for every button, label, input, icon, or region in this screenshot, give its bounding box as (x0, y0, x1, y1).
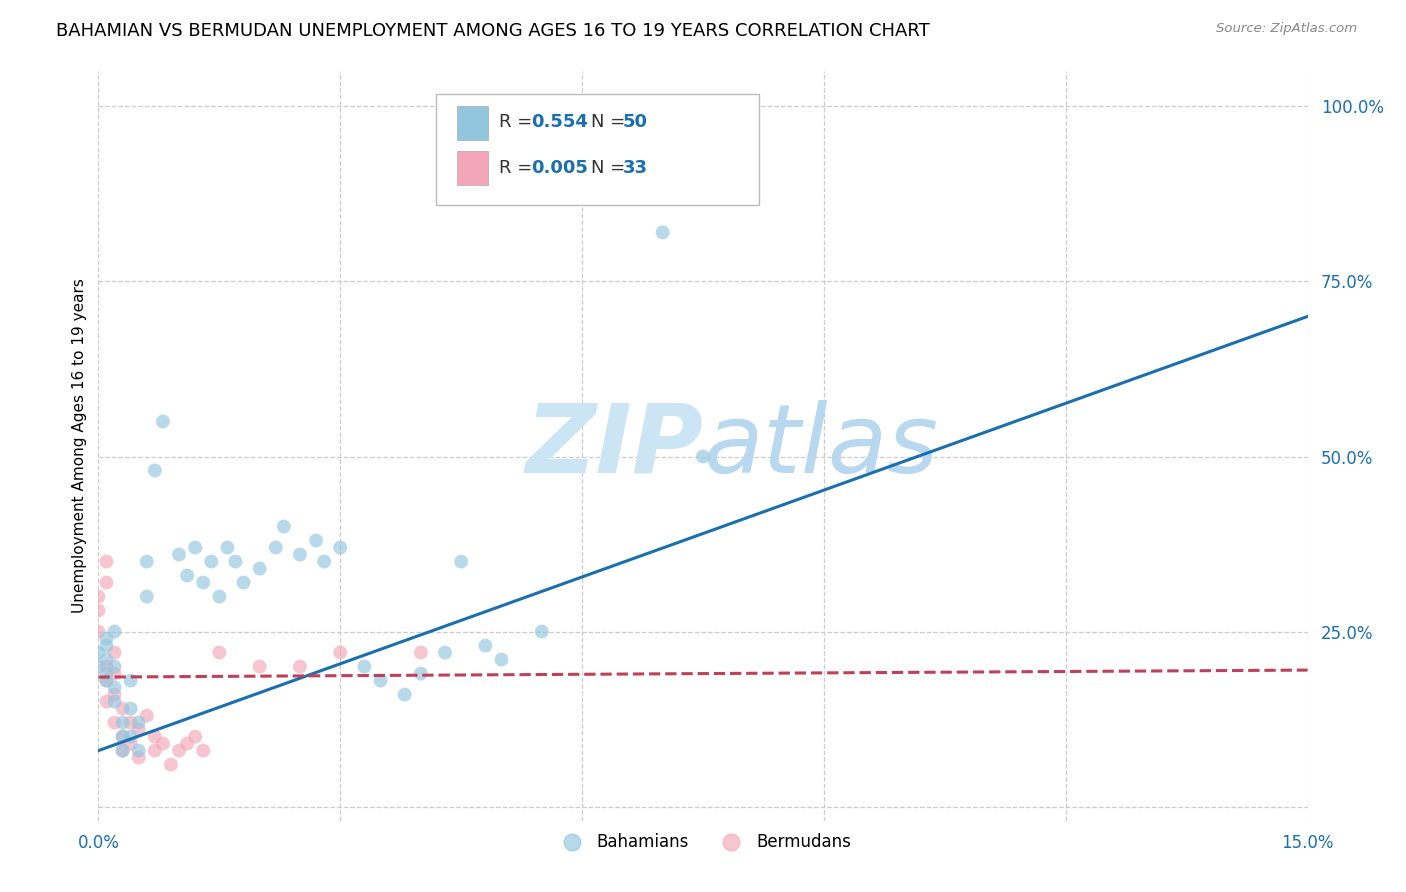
Point (103, 715, 125, 730)
Point (249, 561, 271, 575)
Point (353, 659, 375, 673)
Point (96, 695, 118, 709)
Point (167, 743, 190, 757)
Point (249, 659, 271, 673)
Text: BAHAMIAN VS BERMUDAN UNEMPLOYMENT AMONG AGES 16 TO 19 YEARS CORRELATION CHART: BAHAMIAN VS BERMUDAN UNEMPLOYMENT AMONG … (56, 22, 929, 40)
Point (167, 548, 190, 562)
Point (103, 659, 125, 673)
Point (128, 723, 150, 737)
Point (491, 652, 513, 666)
Point (120, 701, 142, 715)
Y-axis label: Unemployment Among Ages 16 to 19 years: Unemployment Among Ages 16 to 19 years (72, 278, 87, 614)
Point (96, 673, 118, 688)
Point (111, 715, 134, 730)
Point (87, 659, 110, 673)
Point (103, 646, 125, 660)
Point (288, 548, 311, 562)
Point (128, 743, 150, 757)
Text: 33: 33 (623, 159, 648, 177)
Point (96, 639, 118, 653)
Point (692, 450, 714, 464)
Text: Source: ZipAtlas.com: Source: ZipAtlas.com (1216, 22, 1357, 36)
Point (152, 415, 174, 429)
Point (120, 730, 142, 744)
Point (135, 555, 157, 569)
Point (193, 575, 215, 590)
Point (120, 737, 142, 751)
Point (87, 624, 110, 639)
Point (329, 646, 352, 660)
Point (96, 666, 118, 681)
Text: 0.554: 0.554 (531, 113, 588, 131)
Point (120, 715, 142, 730)
Point (135, 708, 157, 723)
Point (96, 652, 118, 666)
Point (176, 737, 198, 751)
Point (103, 688, 125, 702)
Point (111, 743, 134, 757)
Point (184, 730, 207, 744)
Point (474, 639, 496, 653)
Point (370, 673, 392, 688)
Point (288, 659, 311, 673)
Point (305, 533, 328, 548)
Point (143, 730, 166, 744)
Text: N =: N = (591, 159, 630, 177)
Point (87, 646, 110, 660)
Text: R =: R = (499, 159, 538, 177)
Point (128, 715, 150, 730)
Point (409, 666, 432, 681)
Point (329, 541, 352, 555)
Text: 0.005: 0.005 (531, 159, 588, 177)
Text: N =: N = (591, 113, 630, 131)
Point (87, 590, 110, 604)
Point (103, 681, 125, 695)
Point (96, 632, 118, 646)
Point (111, 730, 134, 744)
Point (111, 730, 134, 744)
Point (409, 646, 432, 660)
Text: R =: R = (499, 113, 538, 131)
Point (120, 673, 142, 688)
Point (224, 555, 246, 569)
Point (103, 695, 125, 709)
Text: 50: 50 (623, 113, 648, 131)
Point (111, 701, 134, 715)
Point (96, 673, 118, 688)
Point (103, 624, 125, 639)
Point (96, 575, 118, 590)
Point (111, 743, 134, 757)
Point (314, 555, 336, 569)
Point (135, 590, 157, 604)
Point (651, 226, 673, 240)
Point (96, 555, 118, 569)
Point (208, 590, 231, 604)
Point (128, 750, 150, 764)
Point (200, 555, 222, 569)
Point (434, 646, 457, 660)
Point (152, 737, 174, 751)
Point (143, 463, 166, 477)
Point (530, 624, 553, 639)
Point (160, 757, 183, 772)
Point (193, 743, 215, 757)
Point (103, 666, 125, 681)
Point (273, 519, 295, 533)
Point (184, 541, 207, 555)
Point (143, 743, 166, 757)
Point (96, 659, 118, 673)
Point (232, 575, 254, 590)
Point (217, 541, 239, 555)
Point (87, 603, 110, 617)
Point (394, 688, 416, 702)
Point (176, 568, 198, 582)
Text: ZIP: ZIP (524, 400, 703, 492)
Point (450, 555, 472, 569)
Point (264, 541, 287, 555)
Point (208, 646, 231, 660)
Legend: Bahamians, Bermudans: Bahamians, Bermudans (548, 826, 858, 857)
Text: atlas: atlas (703, 400, 938, 492)
